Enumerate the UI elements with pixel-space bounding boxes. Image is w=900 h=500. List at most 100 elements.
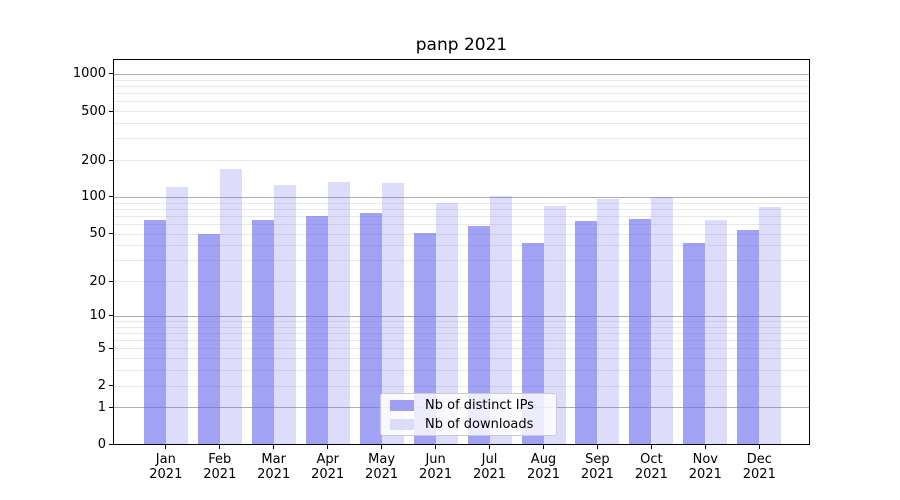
x-tick-label-sep: Sep 2021 (580, 452, 614, 482)
x-tick-label-jul: Jul 2021 (472, 452, 507, 482)
bar-ips-oct (629, 219, 652, 445)
y-tick-label-2: 2 (97, 378, 106, 394)
y-tick-mark-1 (109, 406, 113, 408)
legend-label-distinct-ips: Nb of distinct IPs (425, 397, 534, 413)
bar-ips-jul (467, 225, 490, 445)
y-major-gridline-100 (114, 196, 809, 198)
x-tick-label-mar: Mar 2021 (257, 452, 291, 482)
x-tick-mark-nov (704, 445, 706, 449)
y-minor-gridline (114, 281, 809, 283)
bar-downloads-dec (759, 206, 782, 445)
y-minor-gridline (114, 79, 809, 81)
x-tick-label-feb: Feb 2021 (203, 452, 237, 482)
bar-ips-apr (305, 215, 328, 445)
y-tick-mark-1000 (109, 73, 113, 75)
y-minor-gridline (114, 224, 809, 225)
legend: Nb of distinct IPs Nb of downloads (380, 393, 557, 436)
y-minor-gridline (114, 138, 809, 140)
y-minor-gridline (114, 202, 809, 204)
y-minor-gridline (114, 358, 809, 360)
x-tick-mark-may (381, 445, 383, 449)
bar-downloads-may (381, 183, 404, 445)
y-minor-gridline (114, 215, 809, 217)
bar-downloads-jan (165, 187, 188, 445)
y-minor-gridline (114, 208, 809, 210)
bar-ips-feb (197, 233, 220, 445)
y-tick-mark-5 (109, 347, 113, 349)
legend-item-downloads: Nb of downloads (390, 417, 547, 432)
y-minor-gridline (114, 348, 809, 350)
x-tick-mark-sep (596, 445, 598, 449)
y-minor-gridline (114, 123, 809, 124)
y-minor-gridline (114, 233, 809, 235)
y-tick-label-100: 100 (81, 189, 106, 205)
x-tick-mark-feb (219, 445, 221, 449)
y-tick-mark-500 (109, 110, 113, 112)
y-tick-label-0: 0 (97, 437, 106, 452)
y-minor-gridline (114, 111, 809, 112)
y-tick-label-1000: 1000 (72, 66, 106, 82)
bar-ips-mar (251, 219, 274, 445)
x-tick-label-aug: Aug 2021 (526, 452, 561, 482)
y-tick-label-500: 500 (81, 103, 106, 119)
bar-ips-jun (413, 232, 436, 445)
x-tick-mark-dec (758, 445, 760, 449)
bar-downloads-nov (705, 219, 728, 445)
x-tick-mark-jul (489, 445, 490, 449)
x-tick-mark-apr (327, 445, 329, 449)
y-minor-gridline (114, 260, 809, 262)
legend-swatch-distinct-ips-icon (390, 399, 414, 411)
y-tick-label-200: 200 (81, 152, 106, 168)
y-tick-label-10: 10 (89, 308, 106, 324)
x-tick-label-dec: Dec 2021 (742, 452, 776, 482)
bar-downloads-jul (489, 195, 512, 445)
bar-downloads-mar (273, 185, 296, 445)
legend-label-downloads: Nb of downloads (425, 416, 534, 432)
chart-title: panp 2021 (415, 35, 508, 55)
y-minor-gridline (114, 385, 809, 387)
y-tick-mark-50 (109, 233, 113, 235)
bar-downloads-oct (651, 196, 674, 445)
y-minor-gridline (114, 101, 809, 103)
y-tick-mark-20 (109, 280, 113, 282)
x-tick-label-apr: Apr 2021 (311, 452, 345, 482)
x-tick-label-may: May 2021 (365, 452, 399, 482)
bar-ips-nov (683, 242, 706, 445)
bar-downloads-jun (435, 202, 458, 445)
y-major-gridline-1000 (114, 73, 809, 75)
x-tick-mark-jan (165, 445, 167, 449)
legend-swatch-downloads-icon (390, 418, 414, 430)
x-tick-label-jun: Jun 2021 (419, 452, 453, 482)
y-minor-gridline (114, 245, 809, 247)
y-tick-mark-100 (109, 196, 113, 198)
legend-item-distinct-ips: Nb of distinct IPs (390, 398, 547, 413)
y-tick-mark-2 (109, 385, 113, 387)
y-minor-gridline (114, 340, 809, 342)
y-tick-mark-10 (109, 315, 113, 317)
y-minor-gridline (114, 93, 809, 94)
bar-downloads-sep (597, 199, 620, 445)
y-minor-gridline (114, 370, 809, 372)
bar-downloads-feb (219, 168, 242, 445)
bar-ips-dec (737, 229, 760, 445)
x-tick-label-oct: Oct 2021 (634, 452, 668, 482)
bar-downloads-apr (327, 181, 350, 445)
y-minor-gridline (114, 326, 809, 328)
y-tick-label-5: 5 (97, 340, 106, 356)
y-tick-label-1: 1 (97, 399, 106, 415)
x-tick-mark-oct (650, 445, 652, 449)
x-tick-mark-mar (273, 445, 275, 449)
y-tick-label-50: 50 (89, 226, 106, 242)
y-minor-gridline (114, 321, 809, 322)
bar-ips-jan (143, 219, 166, 445)
bar-downloads-aug (543, 206, 566, 445)
y-minor-gridline (114, 160, 809, 161)
y-tick-mark-0 (109, 444, 113, 445)
y-major-gridline-10 (114, 315, 809, 317)
y-tick-label-20: 20 (89, 273, 106, 289)
y-tick-mark-200 (109, 159, 113, 161)
x-tick-label-jan: Jan 2021 (149, 452, 183, 482)
